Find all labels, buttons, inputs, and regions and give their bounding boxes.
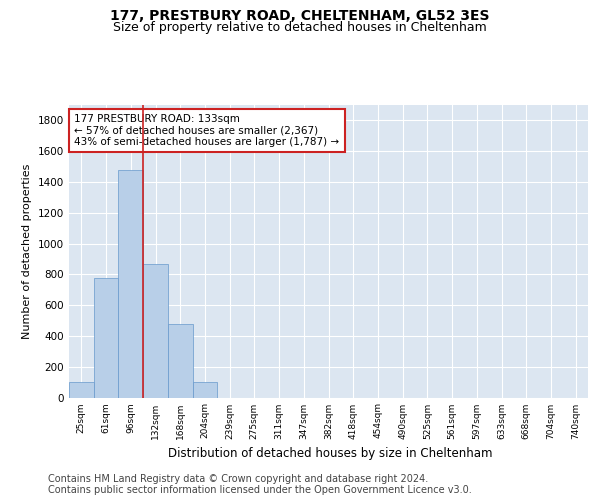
Bar [168, 324, 193, 398]
Bar [118, 170, 143, 398]
Text: 177, PRESTBURY ROAD, CHELTENHAM, GL52 3ES: 177, PRESTBURY ROAD, CHELTENHAM, GL52 3E… [110, 8, 490, 22]
Bar [69, 382, 94, 398]
Bar [143, 264, 168, 398]
Bar [94, 278, 118, 398]
Text: 177 PRESTBURY ROAD: 133sqm
← 57% of detached houses are smaller (2,367)
43% of s: 177 PRESTBURY ROAD: 133sqm ← 57% of deta… [74, 114, 340, 147]
Text: Contains public sector information licensed under the Open Government Licence v3: Contains public sector information licen… [48, 485, 472, 495]
Text: Contains HM Land Registry data © Crown copyright and database right 2024.: Contains HM Land Registry data © Crown c… [48, 474, 428, 484]
Y-axis label: Number of detached properties: Number of detached properties [22, 164, 32, 339]
Text: Distribution of detached houses by size in Cheltenham: Distribution of detached houses by size … [168, 448, 492, 460]
Bar [193, 382, 217, 398]
Text: Size of property relative to detached houses in Cheltenham: Size of property relative to detached ho… [113, 21, 487, 34]
